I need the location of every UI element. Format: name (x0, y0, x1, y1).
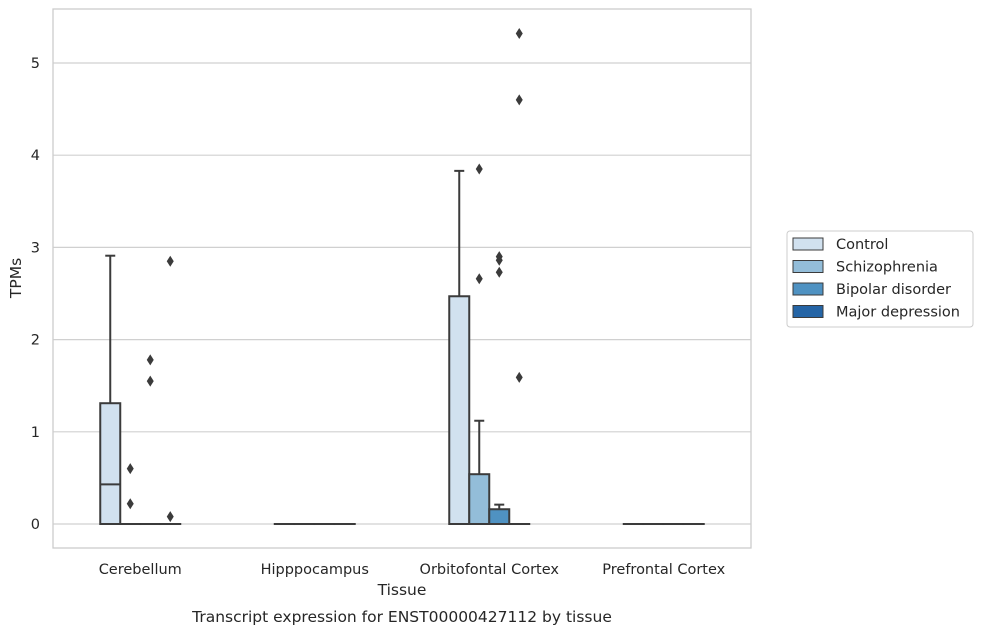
outlier-point (166, 255, 174, 267)
box-group (468, 163, 491, 526)
outlier-point (166, 511, 174, 523)
box-group (448, 169, 471, 525)
box-group (488, 251, 511, 525)
box (468, 473, 491, 526)
x-axis-ticks: Cerebellum Hipppocampus Orbitofontal Corte… (99, 562, 726, 578)
y-tick-label: 4 (31, 148, 40, 164)
x-tick-label: Prefrontal Cortex (602, 562, 725, 578)
outlier-point (515, 371, 523, 383)
legend-swatch (792, 237, 824, 251)
y-tick-label: 5 (31, 56, 40, 72)
y-axis-title: TPMs (7, 258, 25, 299)
y-axis-ticks: 0 1 2 3 4 5 (31, 56, 40, 533)
x-tick-label: Orbitofontal Cortex (420, 562, 560, 578)
legend-swatch (792, 282, 824, 296)
x-tick-label: Cerebellum (99, 562, 182, 578)
box (448, 295, 471, 525)
outlier-point (126, 498, 134, 510)
outlier-point (146, 354, 154, 366)
outlier-point (515, 27, 523, 39)
y-tick-label: 3 (31, 240, 40, 256)
legend-frame (786, 230, 974, 328)
y-tick-label: 2 (31, 333, 40, 349)
box-group (119, 463, 142, 526)
outlier-point (126, 463, 134, 475)
chart-caption: Transcript expression for ENST0000042711… (191, 608, 612, 626)
box-group (139, 354, 162, 526)
outlier-point (495, 266, 503, 278)
outlier-point (515, 94, 523, 106)
plot-frame (52, 8, 752, 549)
gridlines (53, 62, 751, 525)
y-tick-label: 0 (31, 517, 40, 533)
legend-swatch (792, 260, 824, 273)
legend-label: Control (836, 237, 888, 253)
box-group (508, 27, 531, 526)
x-tick-label: Hipppocampus (261, 562, 369, 578)
box (99, 402, 122, 525)
box (488, 508, 511, 525)
legend-label: Bipolar disorder (836, 282, 951, 298)
y-tick-label: 1 (31, 425, 40, 441)
legend-label: Schizophrenia (836, 260, 938, 276)
box-group (99, 254, 122, 525)
outlier-point (146, 375, 154, 387)
outlier-point (475, 163, 483, 175)
legend-label: Major depression (836, 305, 960, 321)
x-axis-title: Tissue (377, 581, 427, 599)
outlier-point (495, 254, 503, 266)
box-plot-marks (99, 27, 705, 526)
outlier-point (475, 273, 483, 285)
box-group (159, 255, 182, 526)
legend-swatch (792, 305, 824, 318)
legend: Control Schizophrenia Bipolar disorder Majo… (786, 230, 974, 328)
